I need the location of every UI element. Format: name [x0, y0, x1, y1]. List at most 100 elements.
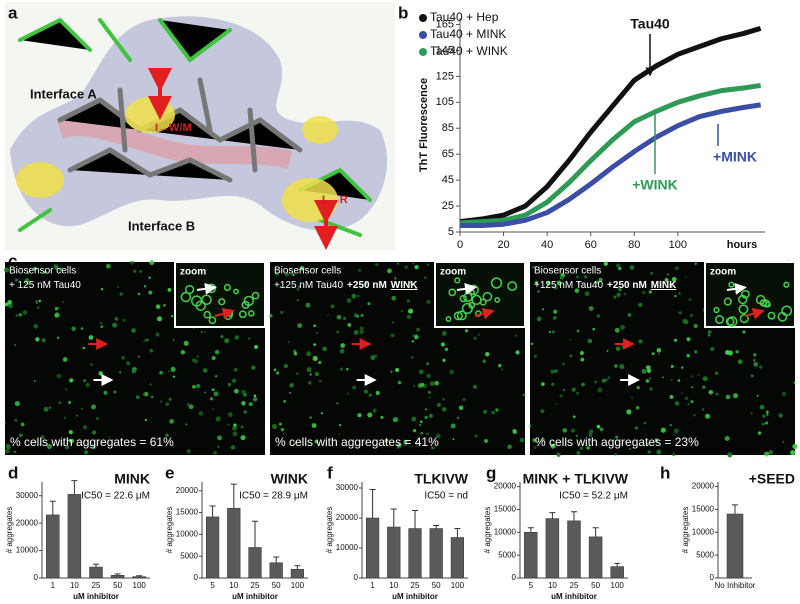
cell	[424, 415, 428, 420]
cell	[69, 438, 74, 444]
cell	[551, 330, 556, 334]
cell	[468, 301, 476, 309]
micrograph: zoom Biosensor cells + 125 nM Tau40 % cells…	[4, 260, 266, 455]
caption-part: + 125 nM Tau40	[9, 280, 81, 291]
cell	[669, 424, 672, 427]
cell	[598, 277, 603, 282]
cell	[309, 373, 312, 376]
cell	[626, 281, 630, 285]
cell	[412, 262, 415, 265]
cell	[726, 316, 738, 327]
cell	[14, 278, 19, 282]
caption: Biosensor cells	[274, 266, 341, 277]
cell	[298, 285, 300, 288]
cell	[569, 354, 573, 358]
cell	[33, 380, 36, 382]
zoom-label: zoom	[180, 267, 206, 278]
cell	[654, 438, 659, 442]
cell	[63, 416, 66, 419]
x-tick-label: 25	[411, 581, 420, 590]
cell	[584, 291, 590, 297]
cell	[474, 434, 478, 438]
cell	[183, 340, 189, 346]
y-tick-label: 30000	[336, 483, 359, 492]
legend-marker	[419, 48, 427, 56]
error-bar	[592, 527, 599, 537]
cell	[435, 433, 441, 439]
cell	[596, 314, 601, 318]
cell	[224, 338, 230, 344]
cell	[98, 371, 103, 376]
cell	[491, 410, 495, 415]
chart-title: MINK + TLKIVW	[523, 471, 629, 487]
cell	[449, 369, 454, 375]
y-tick-label: 10000	[692, 527, 715, 536]
zoom-label: zoom	[440, 267, 466, 278]
cell	[387, 268, 392, 274]
cell	[4, 422, 7, 425]
cell	[54, 312, 60, 318]
panel-label: d	[8, 463, 18, 482]
cell	[82, 425, 88, 430]
y-axis-label: ThT Fluorescence	[418, 78, 430, 172]
annotation: +WINK	[632, 177, 678, 193]
cell	[18, 313, 22, 317]
cell	[38, 299, 41, 303]
cell	[642, 291, 646, 295]
cell	[353, 313, 358, 318]
bar	[205, 516, 220, 579]
cell	[686, 353, 691, 358]
cell	[234, 388, 239, 394]
cell	[540, 409, 545, 414]
cell	[614, 453, 617, 456]
cell	[357, 294, 360, 298]
cell	[306, 351, 312, 357]
error-bar	[732, 504, 738, 514]
cell	[707, 334, 711, 337]
cell	[649, 387, 653, 391]
cell	[204, 391, 207, 394]
cell	[330, 304, 335, 309]
error-bar	[252, 520, 258, 548]
cell	[198, 411, 204, 416]
cell	[648, 290, 652, 294]
cell	[279, 286, 282, 288]
cell	[22, 310, 28, 315]
caption-part: +125 nM Tau40	[274, 280, 343, 291]
caption: +125 nM Tau40 +250 nM MINK	[534, 280, 677, 291]
cell	[580, 382, 585, 387]
bar	[269, 562, 283, 579]
cell	[768, 450, 773, 455]
y-tick-label: 10000	[16, 546, 39, 555]
cell	[571, 428, 575, 433]
cell	[149, 348, 154, 353]
cell	[647, 450, 651, 454]
cell	[112, 322, 118, 328]
bar	[408, 528, 422, 579]
cell	[677, 379, 681, 382]
cell	[108, 436, 111, 439]
error-bar	[209, 505, 216, 517]
ic50-label: IC50 = 28.9 μM	[239, 491, 308, 502]
cell	[192, 385, 196, 389]
cell	[346, 298, 352, 304]
cell	[559, 275, 564, 280]
cell	[764, 451, 770, 457]
cell	[201, 294, 212, 306]
x-tick-label: 1	[51, 581, 56, 590]
cell	[191, 358, 197, 363]
arrow	[726, 282, 747, 295]
cell	[757, 431, 762, 435]
error-bar	[614, 562, 621, 567]
y-tick-label: 20000	[336, 513, 359, 522]
cell	[485, 351, 490, 357]
y-tick-label: 165	[436, 18, 454, 30]
cell	[13, 450, 17, 454]
y-tick-label: 15000	[494, 505, 517, 514]
y-tick-label: 20000	[494, 482, 517, 491]
cell	[473, 336, 477, 340]
cell	[554, 369, 558, 373]
cell	[100, 287, 104, 291]
cell	[56, 336, 60, 339]
chart-title: MINK	[114, 471, 150, 487]
